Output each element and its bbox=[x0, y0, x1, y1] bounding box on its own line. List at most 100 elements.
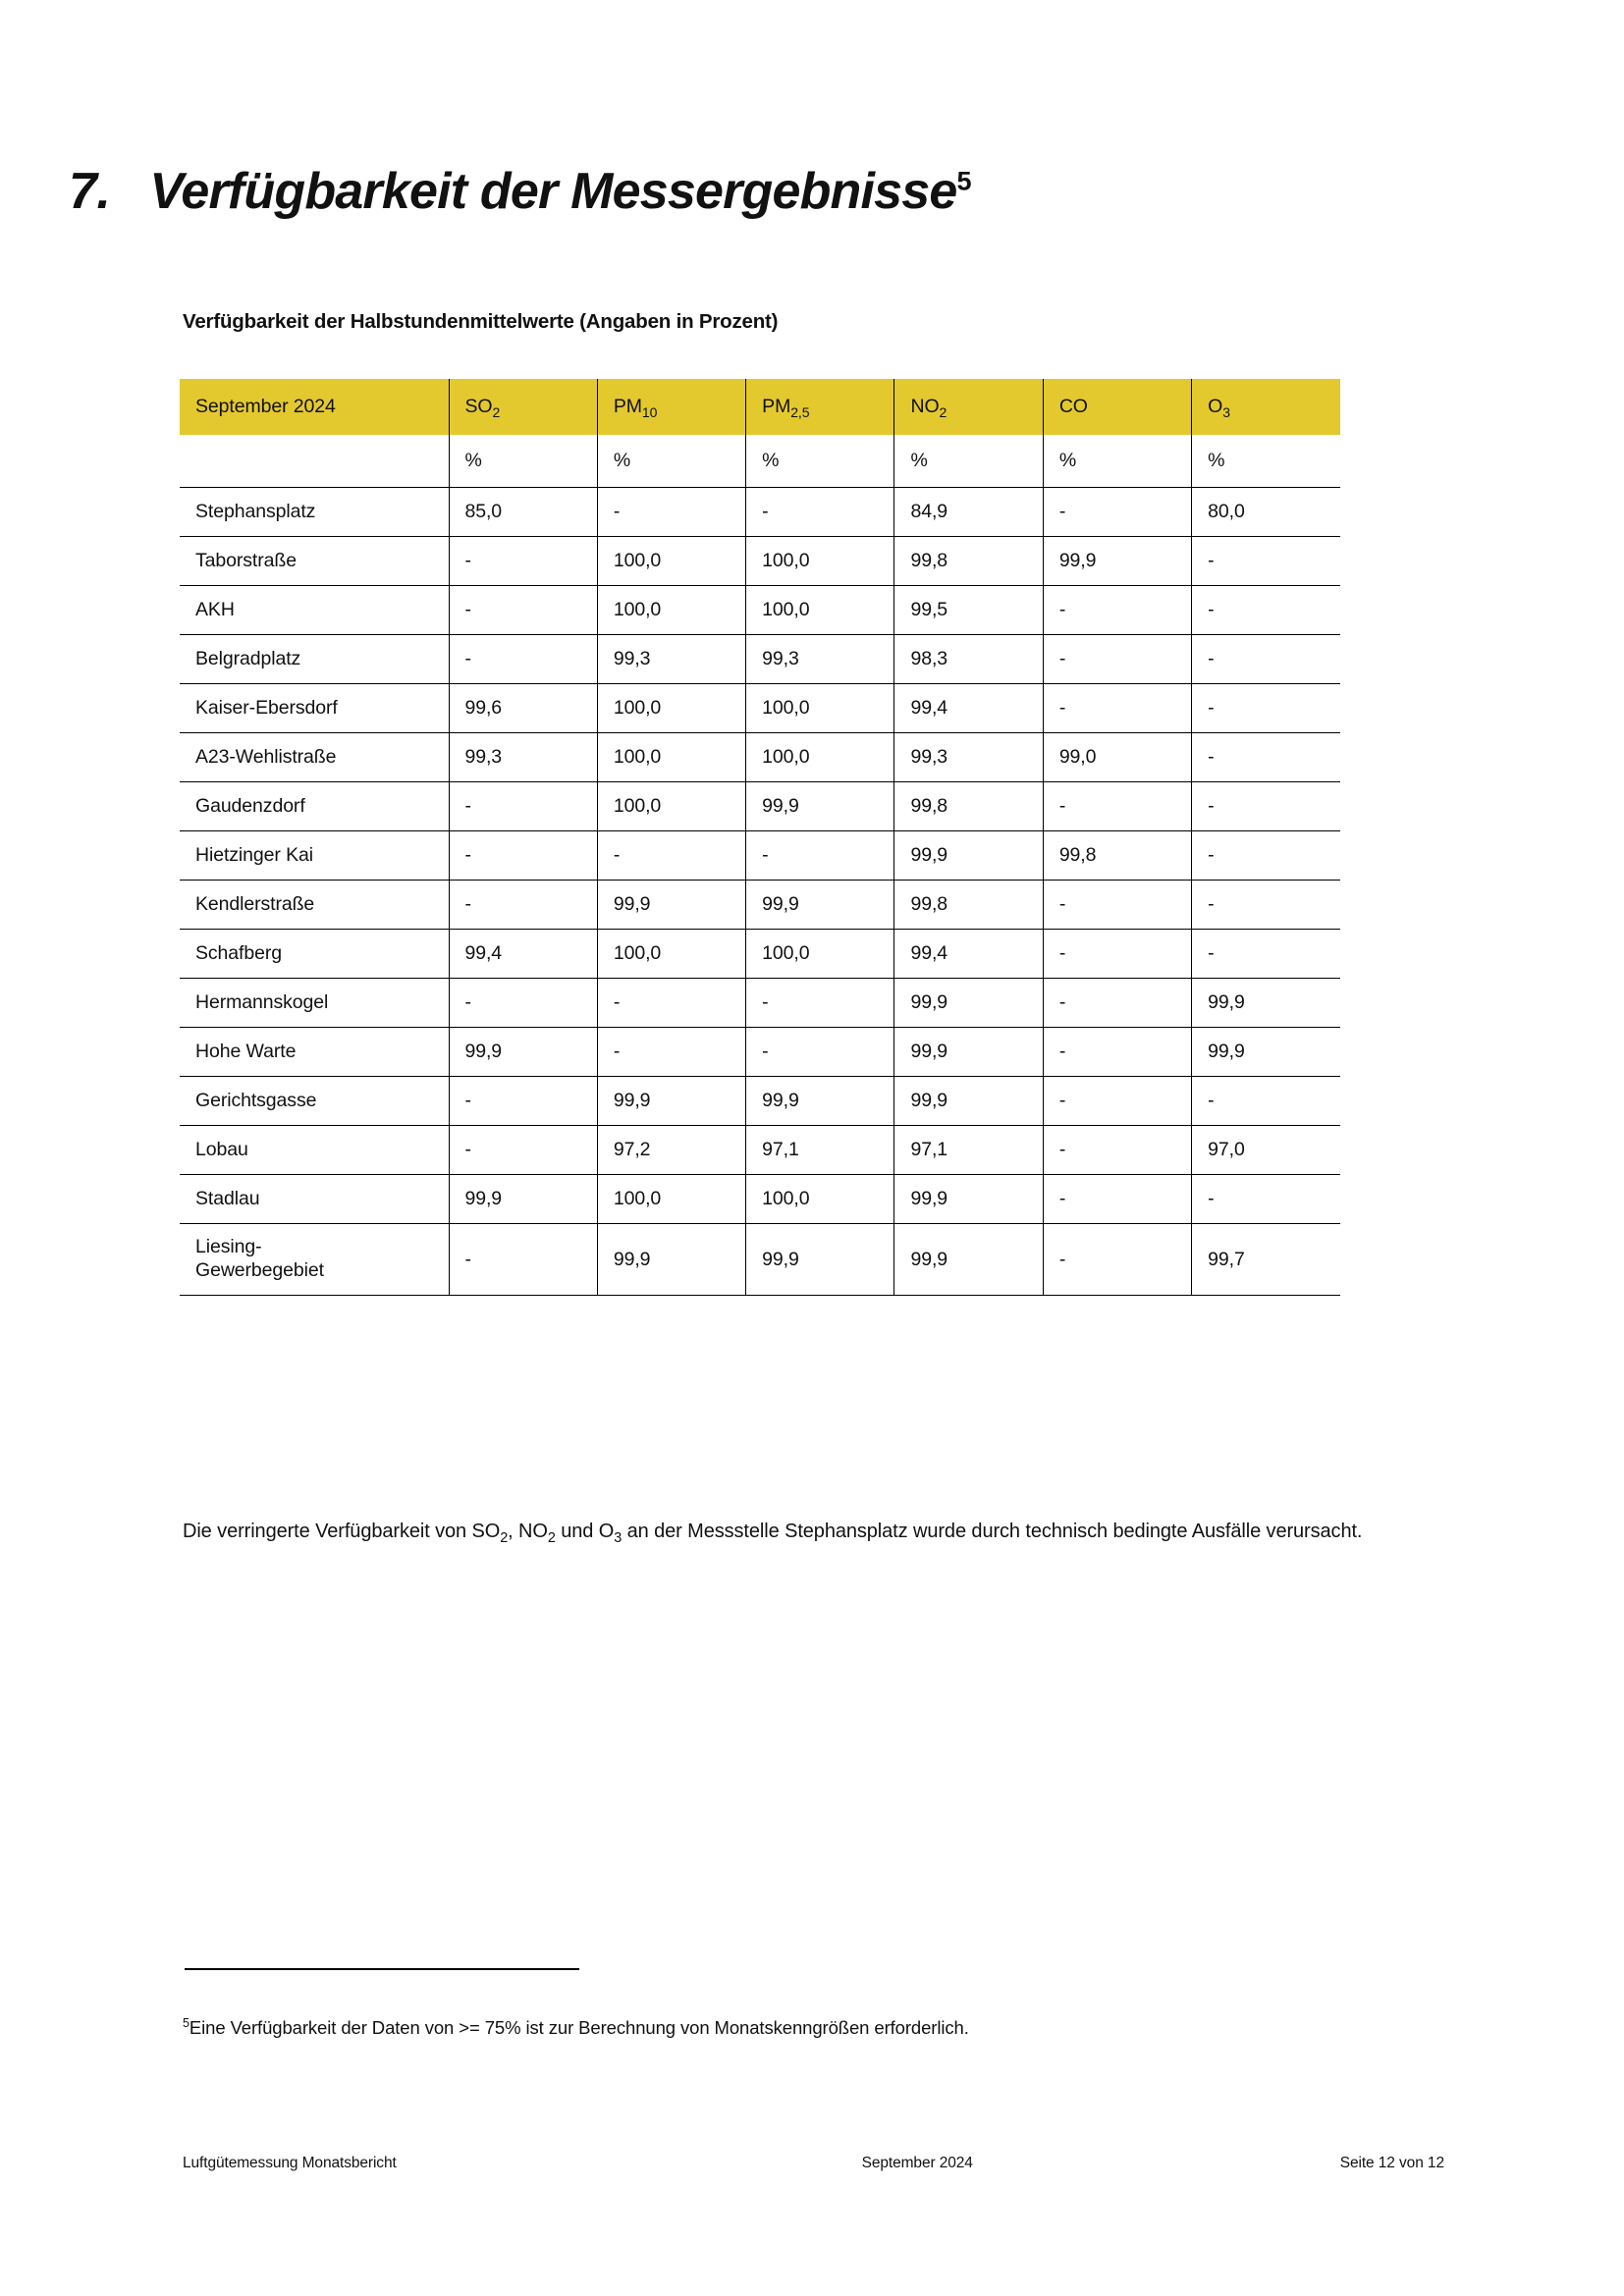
value-cell-co: - bbox=[1043, 1125, 1193, 1175]
value-cell-so2: - bbox=[449, 536, 598, 586]
column-header-so2: SO2 bbox=[449, 379, 598, 435]
column-header-pm25-label: PM bbox=[762, 396, 791, 417]
value-cell-pm10: 100,0 bbox=[597, 1174, 747, 1224]
column-header-period: September 2024 bbox=[180, 379, 450, 435]
unit-cell-co: % bbox=[1043, 435, 1193, 488]
value-cell-no2: 99,8 bbox=[893, 781, 1044, 831]
column-header-pm25-subscript: 2,5 bbox=[790, 403, 810, 420]
table-row: Taborstraße -100,0 100,0 99,8 99,9- bbox=[180, 536, 1340, 586]
value-cell-no2: 99,5 bbox=[893, 585, 1044, 635]
footnote-separator bbox=[185, 1968, 579, 1970]
value-cell-no2: 99,9 bbox=[893, 978, 1044, 1028]
column-header-pm10-label: PM bbox=[613, 396, 642, 417]
note-part-1: Die verringerte Verfügbarkeit von SO bbox=[183, 1521, 501, 1542]
value-cell-pm25: 100,0 bbox=[745, 683, 895, 733]
value-cell-co: - bbox=[1043, 1174, 1193, 1224]
note-subscript-3: 3 bbox=[614, 1530, 623, 1546]
unit-cell-no2: % bbox=[893, 435, 1044, 488]
table-row: Stadlau 99,9 100,0 100,0 99,9- - bbox=[180, 1174, 1340, 1224]
value-cell-so2: 99,6 bbox=[449, 683, 598, 733]
value-cell-pm10: 99,9 bbox=[597, 880, 747, 930]
value-cell-pm25: - bbox=[745, 978, 895, 1028]
station-name-label: Stephansplatz bbox=[195, 500, 316, 522]
station-name-cell: Belgradplatz bbox=[180, 634, 450, 684]
unit-cell-empty bbox=[180, 435, 450, 488]
station-name-label: Schafberg bbox=[195, 941, 282, 964]
table-row: Hietzinger Kai - - -99,9 99,8- bbox=[180, 830, 1340, 881]
column-header-o3: O3 bbox=[1191, 379, 1340, 435]
value-cell-pm10: 100,0 bbox=[597, 683, 747, 733]
value-cell-pm10: - bbox=[597, 978, 747, 1028]
table-row: Kaiser-Ebersdorf 99,6 100,0 100,0 99,4- - bbox=[180, 683, 1340, 733]
value-cell-no2: 99,4 bbox=[893, 929, 1044, 979]
value-cell-co: 99,8 bbox=[1043, 830, 1193, 881]
table-row: A23-Wehlistraße 99,3 100,0 100,0 99,3 99,0- bbox=[180, 732, 1340, 782]
value-cell-o3: - bbox=[1191, 683, 1340, 733]
value-cell-so2: - bbox=[449, 634, 598, 684]
value-cell-o3: - bbox=[1191, 1076, 1340, 1126]
value-cell-no2: 99,9 bbox=[893, 1223, 1044, 1296]
value-cell-co: - bbox=[1043, 683, 1193, 733]
value-cell-no2: 99,3 bbox=[893, 732, 1044, 782]
footer-report-title: Luftgütemessung Monatsbericht bbox=[183, 2155, 397, 2171]
page-footer: Luftgütemessung Monatsbericht September … bbox=[183, 2155, 1444, 2172]
note-part-2: , NO bbox=[508, 1521, 548, 1542]
station-name-cell: Hohe Warte bbox=[180, 1027, 450, 1077]
value-cell-o3: - bbox=[1191, 880, 1340, 930]
table-header-row: September 2024 SO2 PM10 PM2,5 NO2 CO O3 bbox=[180, 379, 1340, 435]
station-name-cell: Taborstraße bbox=[180, 536, 450, 586]
section-number: 7. bbox=[69, 163, 111, 220]
station-name-label: Kendlerstraße bbox=[195, 892, 315, 915]
table-row: Kendlerstraße -99,9 99,9 99,8- - bbox=[180, 880, 1340, 930]
station-name-label: Taborstraße bbox=[195, 549, 297, 571]
value-cell-so2: 85,0 bbox=[449, 487, 598, 537]
value-cell-o3: 99,9 bbox=[1191, 978, 1340, 1028]
value-cell-so2: - bbox=[449, 1125, 598, 1175]
value-cell-pm25: - bbox=[745, 830, 895, 881]
station-name-cell: Schafberg bbox=[180, 929, 450, 979]
note-part-4: an der Messstelle Stephansplatz wurde du… bbox=[622, 1521, 1363, 1542]
table-row: Gerichtsgasse -99,9 99,9 99,9- - bbox=[180, 1076, 1340, 1126]
column-header-so2-label: SO bbox=[464, 396, 493, 417]
value-cell-co: - bbox=[1043, 1223, 1193, 1296]
unit-cell-pm10: % bbox=[597, 435, 747, 488]
value-cell-no2: 98,3 bbox=[893, 634, 1044, 684]
table-row: Stephansplatz 85,0- -84,9-80,0 bbox=[180, 487, 1340, 537]
column-header-no2: NO2 bbox=[893, 379, 1044, 435]
station-name-cell: Hietzinger Kai bbox=[180, 830, 450, 881]
value-cell-co: - bbox=[1043, 978, 1193, 1028]
value-cell-co: - bbox=[1043, 585, 1193, 635]
value-cell-pm10: 97,2 bbox=[597, 1125, 747, 1175]
value-cell-o3: 97,0 bbox=[1191, 1125, 1340, 1175]
table-body: % % % % % % Stephansplatz 85,0- -84,9-80,0… bbox=[180, 435, 1340, 1296]
value-cell-no2: 99,8 bbox=[893, 536, 1044, 586]
value-cell-o3: 99,9 bbox=[1191, 1027, 1340, 1077]
value-cell-pm25: 100,0 bbox=[745, 929, 895, 979]
value-cell-no2: 99,9 bbox=[893, 1076, 1044, 1126]
value-cell-co: - bbox=[1043, 1076, 1193, 1126]
column-header-co: CO bbox=[1043, 379, 1193, 435]
station-name-cell: AKH bbox=[180, 585, 450, 635]
note-subscript-1: 2 bbox=[500, 1530, 509, 1546]
column-header-o3-label: O bbox=[1208, 396, 1223, 417]
section-title: Verfügbarkeit der Messergebnisse5 bbox=[149, 162, 971, 221]
station-name-cell: Liesing- Gewerbegebiet bbox=[180, 1223, 450, 1296]
column-header-co-label: CO bbox=[1058, 396, 1088, 417]
station-name-label: Stadlau bbox=[195, 1187, 260, 1209]
value-cell-o3: - bbox=[1191, 634, 1340, 684]
column-header-period-label: September 2024 bbox=[195, 396, 336, 417]
station-name-label: Hietzinger Kai bbox=[195, 843, 313, 866]
value-cell-pm25: - bbox=[745, 487, 895, 537]
value-cell-pm25: 100,0 bbox=[745, 732, 895, 782]
value-cell-so2: - bbox=[449, 880, 598, 930]
value-cell-o3: - bbox=[1191, 536, 1340, 586]
value-cell-pm25: 99,9 bbox=[745, 1223, 895, 1296]
value-cell-pm25: 97,1 bbox=[745, 1125, 895, 1175]
value-cell-pm10: 100,0 bbox=[597, 929, 747, 979]
value-cell-pm10: - bbox=[597, 487, 747, 537]
station-name-cell: Gerichtsgasse bbox=[180, 1076, 450, 1126]
station-name-label: AKH bbox=[195, 598, 235, 620]
value-cell-no2: 99,8 bbox=[893, 880, 1044, 930]
table-row: Lobau -97,2 97,1 97,1-97,0 bbox=[180, 1125, 1340, 1175]
